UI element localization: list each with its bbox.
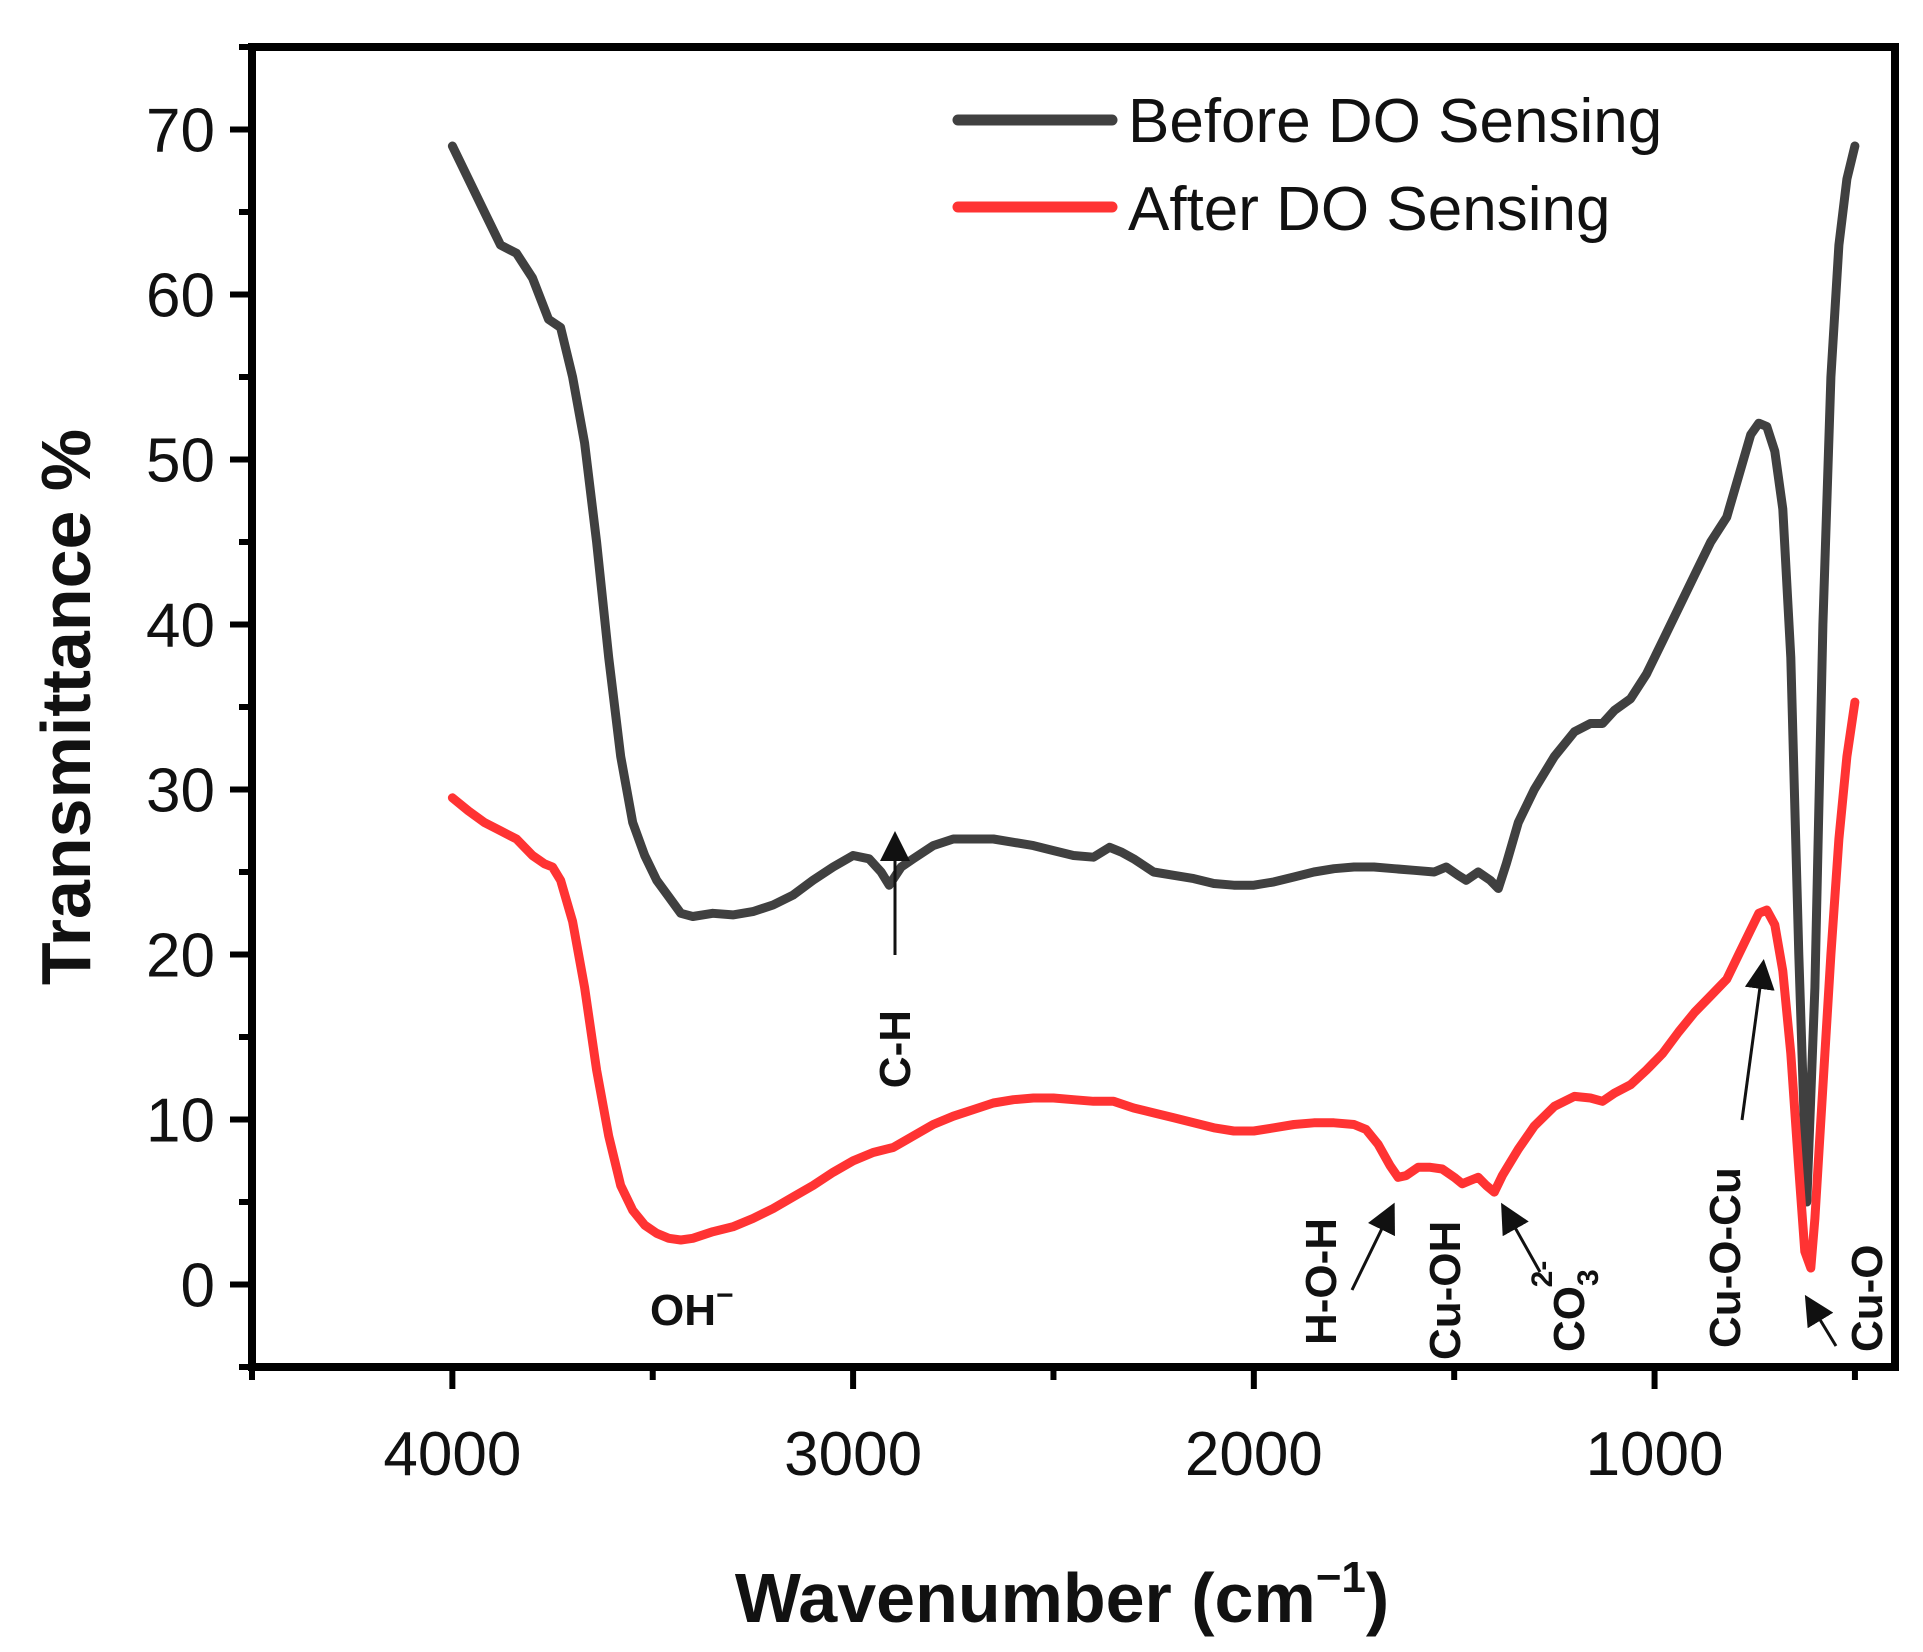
- annotation-oh-text: OH: [650, 1286, 716, 1335]
- annotations: C-H OH− H-O-H Cu-OH CO3 2- Cu-O-Cu Cu-O: [650, 831, 1892, 1360]
- annotation-cuo: Cu-O: [1843, 1244, 1892, 1352]
- x-tick-label: 4000: [383, 1420, 521, 1489]
- y-tick-label: 30: [146, 757, 215, 826]
- y-tick-label: 50: [146, 427, 215, 496]
- x-tick-label: 2000: [1185, 1420, 1323, 1489]
- y-tick-label: 40: [146, 592, 215, 661]
- x-tick-label: 3000: [784, 1420, 922, 1489]
- series-line-before: [447, 141, 1860, 1207]
- annotation-ch: C-H: [871, 1010, 920, 1088]
- x-axis-title-suffix: ): [1366, 1559, 1389, 1637]
- annotation-oh: OH−: [650, 1279, 734, 1335]
- annotation-co3-text: CO: [1545, 1286, 1594, 1352]
- x-axis-title-superscript: −1: [1316, 1553, 1366, 1602]
- y-axis-ticks: 0 10 20 30 40 50 60 70: [146, 44, 252, 1370]
- y-tick-label: 20: [146, 922, 215, 991]
- legend-label-before: Before DO Sensing: [1128, 87, 1662, 156]
- y-tick-label: 70: [146, 97, 215, 166]
- x-axis-title-main: Wavenumber (cm: [735, 1559, 1316, 1637]
- y-tick-label: 10: [146, 1087, 215, 1156]
- arrow-hoh: [1350, 1202, 1395, 1291]
- x-axis-title: Wavenumber (cm−1): [735, 1553, 1389, 1637]
- legend: Before DO Sensing After DO Sensing: [952, 87, 1662, 244]
- series-group: [447, 141, 1860, 1273]
- annotation-co3: CO3 2-: [1526, 1261, 1605, 1352]
- legend-label-after: After DO Sensing: [1128, 175, 1610, 244]
- annotation-cuoh: Cu-OH: [1421, 1221, 1470, 1360]
- y-tick-label: 0: [181, 1252, 215, 1321]
- annotation-co3-sub: 3: [1572, 1269, 1605, 1286]
- x-tick-label: 1000: [1586, 1420, 1724, 1489]
- annotation-co3-sup: 2-: [1526, 1261, 1559, 1288]
- annotation-hoh: H-O-H: [1297, 1218, 1346, 1345]
- arrow-cuo: [1804, 1294, 1838, 1347]
- arrow-cuocu: [1740, 959, 1775, 1121]
- arrow-co3: [1501, 1202, 1542, 1273]
- annotation-cuocu: Cu-O-Cu: [1701, 1167, 1750, 1348]
- x-axis-ticks: 4000 3000 2000 1000: [249, 1367, 1858, 1489]
- series-line-after: [447, 697, 1860, 1273]
- annotation-oh-sup: −: [716, 1279, 734, 1312]
- y-axis-title: Transmittance %: [27, 429, 105, 985]
- y-tick-label: 60: [146, 262, 215, 331]
